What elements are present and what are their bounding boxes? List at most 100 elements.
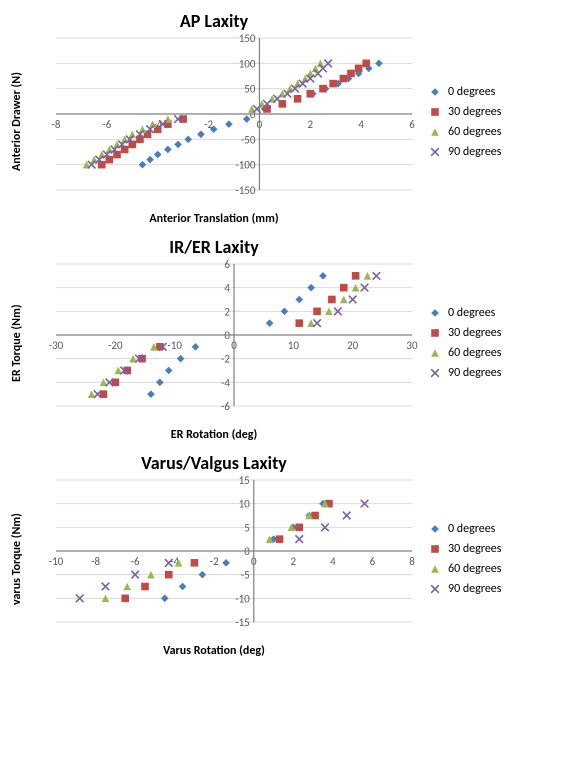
data-point [347, 70, 355, 78]
x-tick-label: -10 [49, 555, 64, 568]
chart-title: Varus/Valgus Laxity [10, 452, 418, 474]
x-tick-label: -20 [108, 339, 123, 352]
x-tick-label: -6 [102, 118, 111, 131]
data-point [192, 343, 200, 351]
data-point [349, 296, 357, 304]
data-point [161, 595, 169, 603]
data-point [147, 390, 155, 398]
x-tick-label: -10 [167, 339, 182, 352]
x-tick-label: 30 [406, 339, 418, 352]
legend-marker [428, 145, 442, 159]
plot-area: -6-4-20246-30-20-100102030 [28, 258, 418, 428]
data-point [355, 65, 363, 73]
y-tick-label: 100 [239, 57, 256, 70]
legend-marker [428, 105, 442, 119]
legend-marker [428, 582, 442, 596]
legend-label: 90 degrees [448, 582, 501, 596]
x-axis-label: ER Rotation (deg) [10, 428, 418, 442]
data-point [165, 571, 173, 579]
legend-label: 90 degrees [448, 366, 501, 380]
data-point [306, 90, 314, 98]
x-tick-label: -8 [52, 118, 61, 131]
y-tick-label: -10 [235, 592, 250, 605]
data-point [179, 583, 187, 591]
y-tick-label: 6 [224, 258, 230, 271]
legend-item: 0 degrees [428, 85, 501, 99]
x-tick-label: 2 [307, 118, 313, 131]
data-point [139, 161, 147, 169]
data-point [343, 512, 351, 520]
data-point [295, 296, 303, 304]
data-point [191, 559, 199, 567]
data-point [319, 85, 327, 93]
data-point [146, 156, 154, 164]
x-tick-label: 6 [370, 555, 376, 568]
data-point [154, 151, 162, 159]
chart-title: AP Laxity [10, 10, 418, 32]
data-point [362, 60, 370, 68]
data-point [340, 284, 348, 292]
data-point [373, 272, 381, 280]
data-point [313, 308, 321, 316]
legend-marker [428, 522, 442, 536]
y-tick-label: 150 [239, 32, 256, 45]
chart-ap: AP LaxityAnterior Drawer (N)-150-100-500… [10, 10, 581, 226]
legend-item: 0 degrees [428, 522, 501, 536]
legend-marker [428, 326, 442, 340]
legend-item: 90 degrees [428, 582, 501, 596]
data-point [276, 535, 284, 543]
data-point [164, 146, 172, 154]
data-point [311, 512, 319, 520]
y-axis-label: varus Torque (Nm) [10, 474, 28, 644]
data-point [329, 80, 337, 88]
x-axis-label: Varus Rotation (deg) [10, 644, 418, 658]
legend-item: 60 degrees [428, 346, 501, 360]
x-tick-label: 10 [288, 339, 300, 352]
data-point [174, 141, 182, 149]
legend-label: 60 degrees [448, 562, 501, 576]
legend-label: 0 degrees [448, 306, 495, 320]
legend-marker [428, 366, 442, 380]
plot-area: -150-100-50050100150-8-6-4-20246 [28, 32, 418, 212]
y-tick-label: -150 [235, 184, 256, 197]
x-tick-label: -30 [49, 339, 64, 352]
data-point [197, 130, 205, 138]
legend-marker [428, 306, 442, 320]
legend-item: 90 degrees [428, 145, 501, 159]
chart-vv: Varus/Valgus Laxityvarus Torque (Nm) -15 -… [10, 452, 581, 658]
data-point [295, 524, 303, 532]
y-axis-label: ER Torque (Nm) [10, 258, 28, 428]
data-point [281, 308, 289, 316]
data-point [295, 535, 303, 543]
legend-item: 30 degrees [428, 542, 501, 556]
legend-item: 60 degrees [428, 562, 501, 576]
legend-marker [428, 562, 442, 576]
data-point [225, 120, 233, 128]
chart-title: IR/ER Laxity [10, 236, 418, 258]
legend-marker [428, 346, 442, 360]
data-point [294, 95, 302, 103]
data-point [121, 595, 129, 603]
y-tick-label: -15 [235, 616, 250, 629]
x-tick-label: 6 [409, 118, 415, 131]
chart-irer: IR/ER LaxityER Torque (Nm)-6-4-20246-30-… [10, 236, 581, 442]
legend-label: 0 degrees [448, 522, 495, 536]
data-point [295, 319, 303, 327]
y-tick-label: -100 [235, 159, 256, 172]
legend: 0 degrees 30 degrees 60 degrees 90 degrees [418, 79, 501, 165]
x-tick-label: 20 [347, 339, 359, 352]
y-tick-label: -2 [221, 353, 230, 366]
legend-label: 90 degrees [448, 145, 501, 159]
y-tick-label: 4 [224, 282, 230, 295]
data-point [340, 75, 348, 83]
legend-item: 60 degrees [428, 125, 501, 139]
legend-label: 60 degrees [448, 125, 501, 139]
data-point [165, 367, 173, 375]
data-point [375, 60, 383, 68]
x-tick-label: -2 [210, 555, 219, 568]
data-point [177, 355, 185, 363]
legend-label: 30 degrees [448, 542, 501, 556]
plot-area: -15-10-5051015-10-8-6-4-202468 [28, 474, 418, 644]
legend-label: 30 degrees [448, 105, 501, 119]
data-point [184, 136, 192, 144]
